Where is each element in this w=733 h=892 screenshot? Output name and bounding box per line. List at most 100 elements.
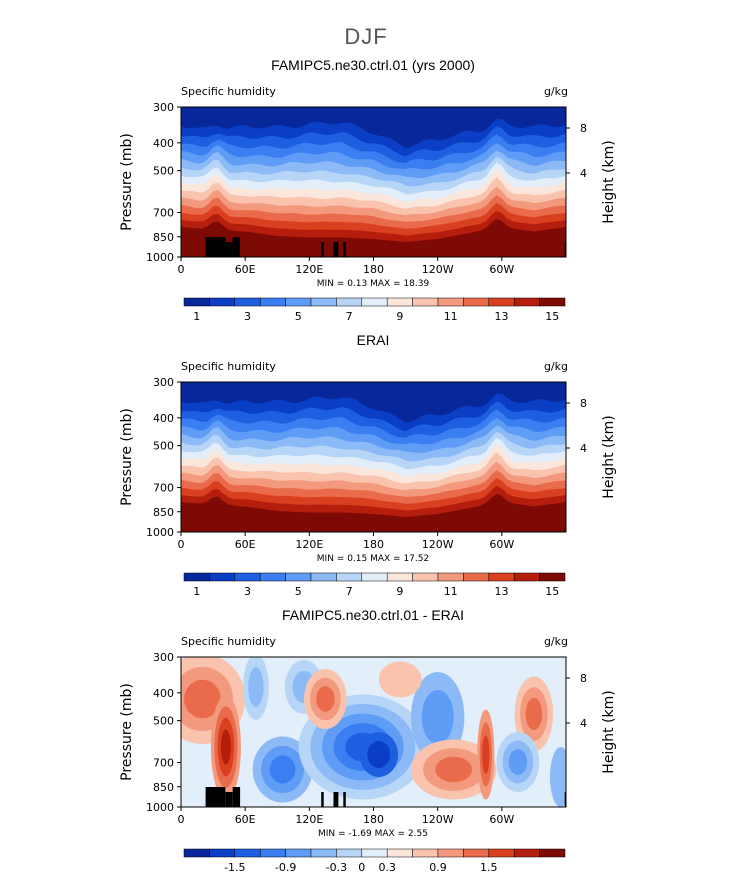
colorbar-swatch: [259, 297, 286, 307]
y2-tick-label: 8: [580, 122, 587, 135]
colorbar-swatch: [488, 572, 515, 582]
y-tick-label: 400: [153, 412, 174, 425]
y2-axis-label: Height (km): [601, 690, 617, 773]
x-tick-label: 120E: [295, 263, 323, 276]
season-title: DJF: [344, 24, 387, 49]
terrain-mask: [205, 237, 226, 257]
terrain-mask: [232, 237, 241, 257]
y-axis-label: Pressure (mb): [119, 133, 135, 231]
colorbar-swatch: [183, 848, 210, 858]
colorbar-label: 5: [295, 310, 302, 323]
x-tick-label: 60W: [489, 813, 514, 826]
panel-title: FAMIPC5.ne30.ctrl.01 - ERAI: [282, 607, 464, 623]
y2-axis-label: Height (km): [601, 140, 617, 223]
colorbar-swatch: [310, 572, 337, 582]
colorbar-label: 1.5: [480, 861, 498, 874]
colorbar-swatch: [437, 848, 464, 858]
y-tick-label: 700: [153, 207, 174, 220]
contour-field: [181, 382, 566, 532]
colorbar-swatch: [336, 848, 363, 858]
colorbar-swatch: [361, 572, 388, 582]
colorbar-swatch: [285, 572, 312, 582]
colorbar-label: 1: [193, 585, 200, 598]
colorbar-swatch: [209, 572, 236, 582]
colorbar-swatch: [234, 848, 261, 858]
colorbar: 1 3 5 7 9 11 13 15: [183, 572, 566, 598]
colorbar-label: 0: [358, 861, 365, 874]
colorbar-label: 1: [193, 310, 200, 323]
min-max-label: MIN = -1.69 MAX = 2.55: [318, 829, 428, 839]
colorbar-label: 15: [545, 310, 559, 323]
units-label: g/kg: [544, 85, 568, 98]
units-label: g/kg: [544, 635, 568, 648]
x-tick-label: 0: [178, 538, 185, 551]
colorbar-swatch: [183, 572, 210, 582]
panel-1: FAMIPC5.ne30.ctrl.01 (yrs 2000) Specific …: [119, 57, 617, 323]
y-tick-label: 700: [153, 482, 174, 495]
terrain-mask: [333, 242, 339, 257]
colorbar-swatch: [310, 297, 337, 307]
colorbar-swatch: [285, 297, 312, 307]
panel-title: ERAI: [357, 332, 390, 348]
colorbar-label: 5: [295, 585, 302, 598]
terrain-mask: [225, 242, 233, 257]
panels: FAMIPC5.ne30.ctrl.01 (yrs 2000) Specific …: [119, 57, 617, 874]
colorbar-swatch: [539, 572, 566, 582]
x-tick-label: 180: [363, 263, 384, 276]
y-tick-label: 500: [153, 165, 174, 178]
colorbar-swatch: [183, 297, 210, 307]
colorbar-swatch: [361, 848, 388, 858]
contour-field: [181, 107, 566, 257]
y2-tick-label: 4: [580, 442, 587, 455]
colorbar-swatch: [463, 848, 490, 858]
colorbar-label: 0.9: [429, 861, 447, 874]
y-tick-label: 850: [153, 506, 174, 519]
panel-3: FAMIPC5.ne30.ctrl.01 - ERAI Specific humi…: [119, 607, 617, 874]
y-tick-label: 1000: [146, 251, 174, 264]
x-tick-label: 0: [178, 263, 185, 276]
colorbar: -1.5 -0.9 -0.3 0 0.3 0.9 1.5: [183, 848, 566, 874]
terrain-mask: [321, 242, 324, 257]
colorbar-swatch: [336, 297, 363, 307]
colorbar-swatch: [539, 297, 566, 307]
colorbar-swatch: [488, 848, 515, 858]
colorbar-swatch: [513, 572, 540, 582]
terrain-mask: [343, 792, 346, 807]
panel-title: FAMIPC5.ne30.ctrl.01 (yrs 2000): [271, 57, 475, 73]
min-max-label: MIN = 0.15 MAX = 17.52: [317, 554, 429, 564]
x-tick-label: 60W: [489, 263, 514, 276]
colorbar-swatch: [259, 848, 286, 858]
y-tick-label: 300: [153, 651, 174, 664]
colorbar-swatch: [386, 297, 413, 307]
colorbar-swatch: [361, 297, 388, 307]
colorbar-label: 7: [346, 310, 353, 323]
colorbar-swatch: [412, 297, 439, 307]
terrain-mask: [232, 787, 241, 807]
x-tick-label: 120W: [422, 813, 454, 826]
colorbar-label: 7: [346, 585, 353, 598]
x-tick-label: 60W: [489, 538, 514, 551]
colorbar-swatch: [259, 572, 286, 582]
left-string: Specific humidity: [181, 85, 276, 98]
y-tick-label: 400: [153, 137, 174, 150]
terrain-mask: [225, 792, 233, 807]
left-string: Specific humidity: [181, 360, 276, 373]
terrain-mask: [205, 787, 226, 807]
colorbar-swatch: [310, 848, 337, 858]
terrain-mask: [564, 242, 566, 257]
colorbar-label: 3: [244, 310, 251, 323]
colorbar-label: 13: [495, 310, 509, 323]
terrain-mask: [333, 792, 339, 807]
y-tick-label: 500: [153, 440, 174, 453]
y-tick-label: 500: [153, 715, 174, 728]
colorbar-swatch: [513, 297, 540, 307]
y-axis-label: Pressure (mb): [119, 408, 135, 506]
x-tick-label: 120W: [422, 263, 454, 276]
colorbar-label: -0.3: [326, 861, 347, 874]
colorbar-label: 9: [396, 310, 403, 323]
colorbar-swatch: [234, 297, 261, 307]
colorbar-swatch: [386, 848, 413, 858]
x-tick-label: 120W: [422, 538, 454, 551]
